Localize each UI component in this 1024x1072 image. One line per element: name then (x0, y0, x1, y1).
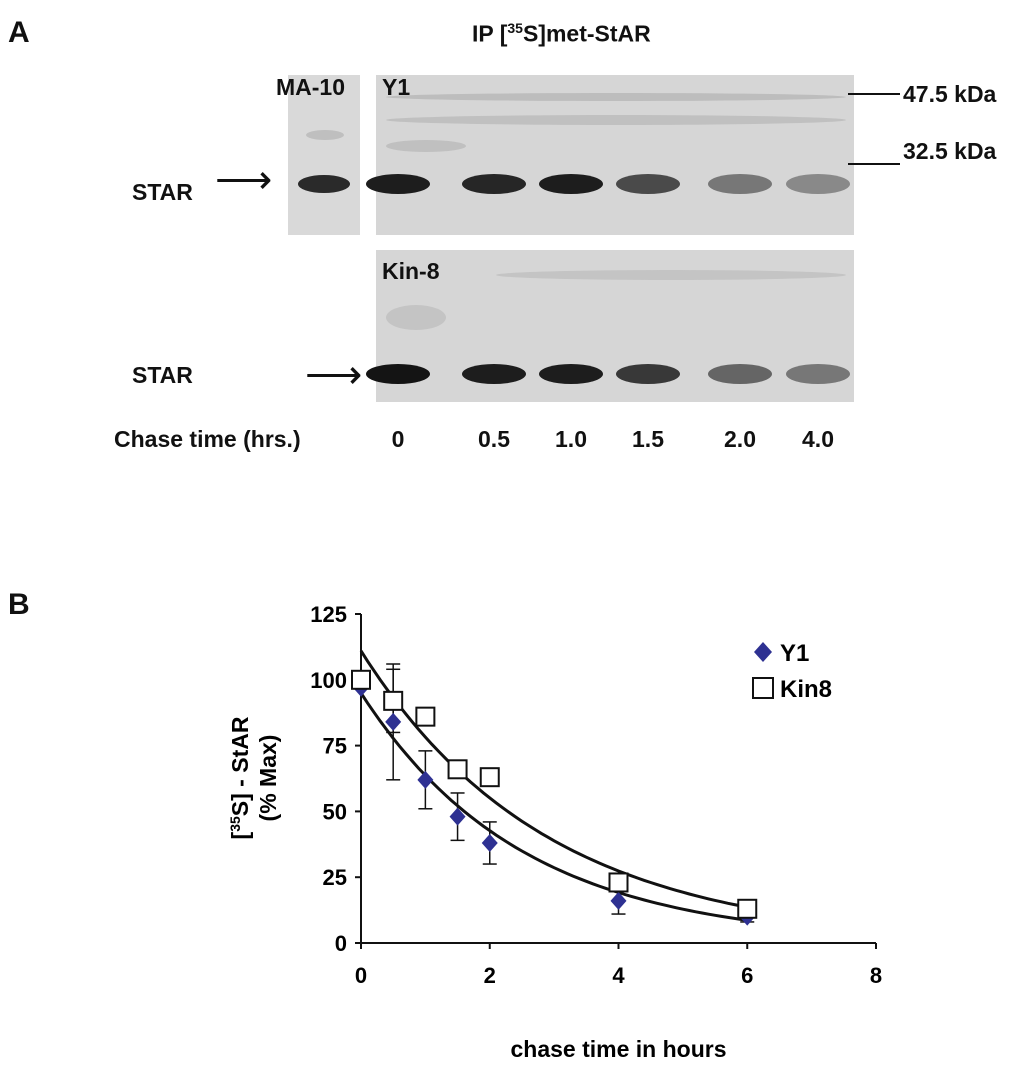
lane-time-label: 1.0 (555, 426, 587, 452)
y1-star-band (786, 174, 850, 194)
y-tick-label: 25 (323, 865, 347, 890)
x-tick-label: 6 (741, 963, 753, 988)
y1-point (481, 833, 498, 852)
y1-faint-mid (386, 115, 846, 125)
y1-label: Y1 (382, 74, 411, 100)
title-suffix: S]met-StAR (522, 20, 651, 47)
ma10-gel (288, 75, 360, 235)
y-tick-label: 75 (323, 734, 347, 759)
panel-b-letter: B (8, 588, 30, 621)
legend-marker-y1 (754, 642, 772, 662)
legend-label-kin8: Kin8 (780, 676, 832, 703)
x-tick-label: 8 (870, 963, 882, 988)
panel-a-letter: A (8, 16, 30, 49)
y1-faint-top (386, 93, 846, 101)
kin8-point (608, 872, 629, 893)
star-label-bottom: STAR (132, 362, 193, 388)
star-arrow-top: ⟶ (215, 158, 273, 202)
kin8-point (479, 767, 500, 788)
kin8-star-band (786, 364, 850, 384)
chase-time-label: Chase time (hrs.) (114, 426, 301, 452)
y1-gel (376, 75, 854, 235)
y1-star-band (462, 174, 526, 194)
y1-point (610, 891, 627, 910)
kin8-point (447, 759, 468, 780)
y1-point (449, 807, 466, 826)
star-arrow-bottom: ⟶ (305, 353, 363, 397)
lane-time-label: 0 (391, 426, 405, 452)
lane-time-label: 4.0 (802, 426, 834, 452)
y1-star-band (616, 174, 680, 194)
x-tick-label: 4 (612, 963, 625, 988)
title-prefix: IP [ (472, 20, 508, 47)
y-tick-label: 125 (310, 602, 347, 627)
y1-faint-lower (386, 140, 466, 152)
kin8-star-band (616, 364, 680, 384)
legend-label-y1: Y1 (780, 640, 809, 667)
y-tick-label: 50 (323, 799, 347, 824)
y-axis-label-units: (% Max) (255, 735, 281, 822)
y1-star-band (539, 174, 603, 194)
marker-line-32 (848, 163, 900, 165)
star-label-top: STAR (132, 179, 193, 205)
x-axis-label: chase time in hours (510, 1036, 726, 1062)
y1-point (385, 712, 402, 731)
title-superscript: 35 (507, 20, 523, 36)
y1-point (417, 770, 434, 789)
fit-curve-kin8 (359, 649, 748, 909)
kin8-point (415, 706, 436, 727)
legend-marker-kin8 (752, 677, 774, 699)
kin8-label: Kin-8 (382, 258, 440, 284)
kin8-point (383, 690, 404, 711)
y1-star-band (366, 174, 430, 194)
lane-time-label: 1.5 (632, 426, 664, 452)
x-tick-label: 2 (484, 963, 496, 988)
kin8-star-band (462, 364, 526, 384)
kin8-point (737, 898, 758, 919)
marker-line-47 (848, 93, 900, 95)
x-tick-label: 0 (355, 963, 367, 988)
kin8-star-band (539, 364, 603, 384)
ma10-star-band (298, 175, 350, 193)
lane-time-label: 2.0 (724, 426, 756, 452)
y-axis-label: [35S] - StAR (227, 716, 253, 839)
ma10-label: MA-10 (276, 74, 346, 100)
y-tick-label: 0 (335, 931, 347, 956)
marker-32-label: 32.5 kDa (903, 138, 997, 164)
marker-47-label: 47.5 kDa (903, 81, 997, 107)
kin8-faint-top (496, 270, 846, 280)
lane-time-label: 0.5 (478, 426, 510, 452)
kin8-star-band (366, 364, 430, 384)
ma10-faint-band (306, 130, 344, 140)
fit-curve-y1 (359, 692, 748, 922)
kin8-faint-smear (386, 305, 446, 330)
kin8-gel (376, 250, 854, 402)
panel-a-title: IP [35S]met-StAR (472, 20, 651, 48)
y1-star-band (708, 174, 772, 194)
y-tick-label: 100 (310, 668, 347, 693)
kin8-point (351, 669, 371, 690)
kin8-star-band (708, 364, 772, 384)
